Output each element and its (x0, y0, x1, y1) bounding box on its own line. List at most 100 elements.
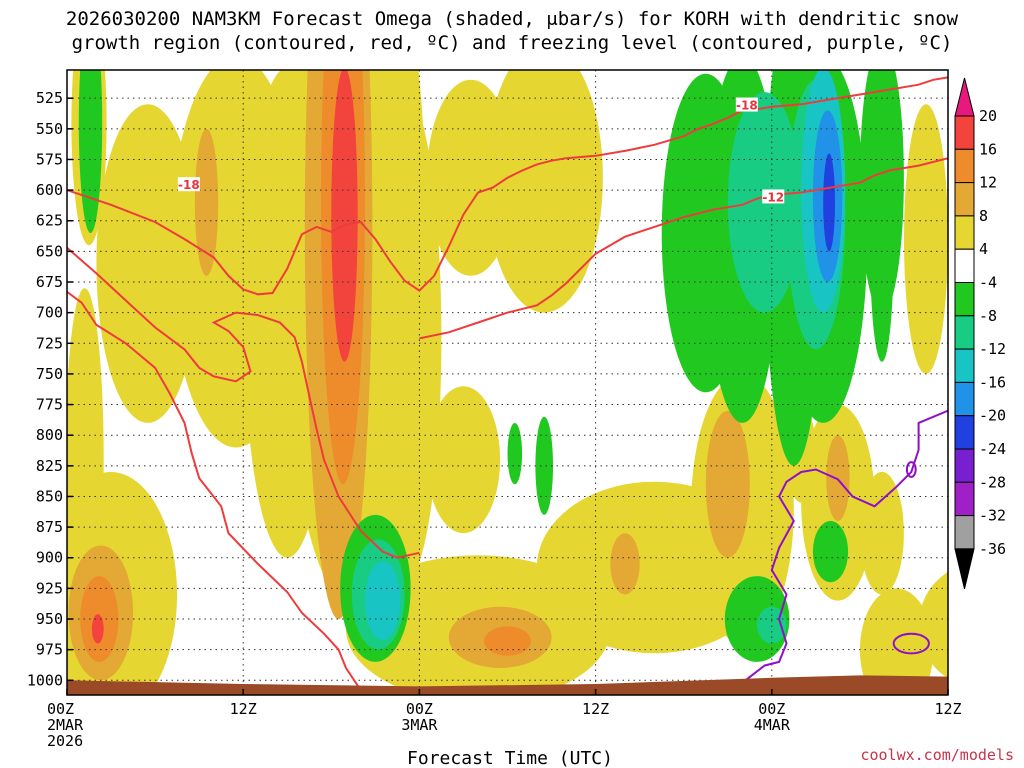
colorbar-label-9: -20 (979, 407, 1006, 425)
omega-blob-19 (918, 572, 948, 679)
freezing-level-contour (712, 409, 948, 695)
plot-frame (66, 69, 949, 696)
x-tick-label-12-0: 12Z (230, 700, 257, 718)
y-tick-label-875: 875 (36, 518, 63, 536)
y-tick-label-575: 575 (36, 150, 63, 168)
omega-blob-42 (812, 521, 849, 583)
omega-blob-32 (78, 70, 103, 233)
colorbar-bin-10 (954, 415, 975, 450)
y-tick-label-825: 825 (36, 457, 63, 475)
omega-blob-26 (826, 435, 850, 521)
colorbar-top-arrow (954, 77, 975, 117)
y-tick-label-700: 700 (36, 304, 63, 322)
omega-blob-16 (426, 386, 501, 534)
colorbar-label-2: 12 (979, 174, 997, 192)
y-tick-label-800: 800 (36, 426, 63, 444)
contour-label-bg-0 (177, 177, 200, 192)
contour-label-bg-1 (735, 97, 758, 112)
isotherm-contour-3 (419, 157, 948, 340)
colorbar-bin-11 (954, 448, 975, 483)
colorbar-bin-12 (954, 481, 975, 517)
x-tick-label-36-0: 12Z (582, 700, 609, 718)
colorbar-legend: 20 16 12 8 4 -4 -8 -12 -16 -20 -24 -28 -32 -36 (954, 77, 1006, 590)
omega-blob-13 (904, 104, 948, 374)
omega-blob-35 (535, 416, 553, 515)
y-tick-label-550: 550 (36, 120, 63, 138)
colorbar-label-10: -24 (979, 440, 1006, 458)
y-tick-label-900: 900 (36, 549, 63, 567)
colorbar-label-0: 20 (979, 107, 997, 125)
colorbar-label-5: -4 (979, 274, 997, 292)
colorbar-label-1: 16 (979, 140, 997, 158)
omega-blob-31 (91, 614, 104, 644)
colorbar-bin-6 (954, 282, 975, 317)
colorbar-bin-4 (954, 215, 975, 250)
omega-blob-7 (485, 70, 603, 313)
omega-blob-5 (368, 92, 442, 583)
omega-blob-24 (610, 533, 640, 595)
y-tick-label-775: 775 (36, 396, 63, 414)
y-tick-label-675: 675 (36, 273, 63, 291)
y-tick-label-950: 950 (36, 610, 63, 628)
y-axis: 525 550 575 600 625 650 675 700 725 750 775 800 825 8… (27, 89, 73, 689)
isotherm-contour-2 (67, 290, 362, 691)
x-tick-label-0-0: 00Z (47, 700, 74, 718)
colorbar-label-13: -36 (979, 540, 1006, 558)
isotherm-contour-0 (67, 246, 420, 559)
contour-label-2: -12 (762, 190, 784, 204)
y-tick-label-925: 925 (36, 579, 63, 597)
colorbar-bottom-arrow (954, 548, 975, 590)
omega-blob-51 (823, 153, 835, 252)
colorbar-label-12: -32 (979, 507, 1006, 525)
colorbar-bin-13 (954, 515, 975, 550)
omega-shading (67, 70, 948, 695)
x-tick-label-60-0: 12Z (934, 700, 961, 718)
colorbar-label-11: -28 (979, 473, 1006, 491)
omega-blob-48 (365, 561, 401, 640)
freezing-level-loop-1 (892, 632, 930, 655)
omega-blob-34 (507, 423, 523, 485)
y-tick-label-850: 850 (36, 487, 63, 505)
y-tick-label-725: 725 (36, 334, 63, 352)
omega-blob-12 (859, 588, 934, 695)
y-tick-label-600: 600 (36, 181, 63, 199)
colorbar-bin-2 (954, 148, 975, 184)
isotherm-contour-1 (67, 76, 948, 296)
omega-blob-29 (484, 626, 531, 656)
y-tick-label-650: 650 (36, 242, 63, 260)
y-tick-label-625: 625 (36, 212, 63, 230)
freezing-level-loop-2 (905, 461, 917, 478)
terrain-ground (67, 675, 948, 695)
x-tick-label-0-1: 2MAR (47, 716, 84, 734)
omega-blob-21 (194, 128, 219, 276)
x-axis-label: Forecast Time (UTC) (407, 748, 613, 768)
omega-blob-18 (859, 471, 904, 595)
x-tick-label-48-0: 00Z (758, 700, 785, 718)
chart-title-line-2: growth region (contoured, red, ºC) and f… (71, 32, 953, 54)
contour-label-1: -18 (736, 99, 758, 113)
x-tick-label-24-1: 3MAR (401, 716, 438, 734)
ground-fill (67, 675, 948, 695)
colorbar-bin-1 (954, 115, 975, 150)
chart-title-line-1: 2026030200 NAM3KM Forecast Omega (shaded… (65, 8, 959, 30)
y-tick-label-975: 975 (36, 641, 63, 659)
colorbar-label-4: 4 (979, 240, 988, 258)
x-tick-label-0-2: 2026 (47, 732, 83, 750)
colorbar-label-8: -16 (979, 373, 1006, 391)
colorbar-bin-8 (954, 348, 975, 383)
colorbar-bin-5 (954, 248, 975, 283)
colorbar-bin-3 (954, 182, 975, 217)
omega-blob-25 (705, 410, 750, 558)
y-tick-label-525: 525 (36, 89, 63, 107)
omega-blob-30 (331, 70, 358, 362)
y-tick-label-1000: 1000 (27, 671, 63, 689)
x-tick-label-24-0: 00Z (406, 700, 433, 718)
colorbar-label-6: -8 (979, 307, 997, 325)
y-tick-label-750: 750 (36, 365, 63, 383)
colorbar-label-7: -12 (979, 340, 1006, 358)
colorbar-bin-9 (954, 381, 975, 417)
colorbar-bin-7 (954, 315, 975, 350)
isotherm-contours: -18 -18 -12 (67, 76, 948, 695)
